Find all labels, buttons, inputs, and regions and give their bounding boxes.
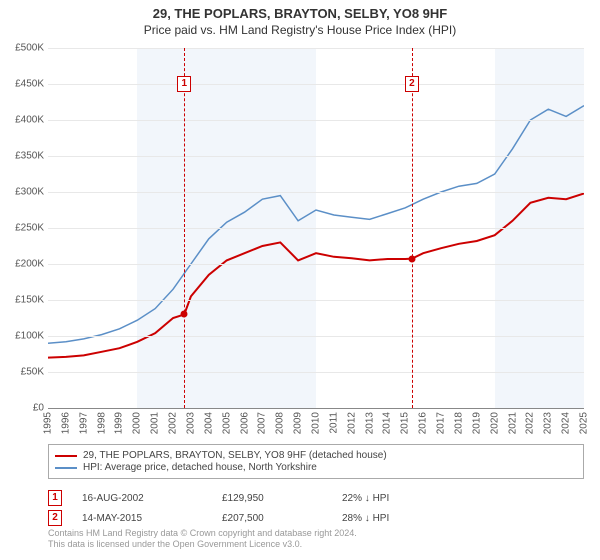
- chart-area: £0£50K£100K£150K£200K£250K£300K£350K£400…: [48, 48, 584, 408]
- x-tick-label: 2017: [436, 412, 447, 434]
- x-tick-label: 1998: [96, 412, 107, 434]
- x-tick-label: 2024: [561, 412, 572, 434]
- y-tick-label: £400K: [0, 115, 44, 126]
- legend-swatch: [55, 455, 77, 457]
- y-tick-label: £300K: [0, 187, 44, 198]
- sale-detail-marker: 2: [48, 510, 62, 526]
- x-tick-label: 2001: [150, 412, 161, 434]
- legend-row: 29, THE POPLARS, BRAYTON, SELBY, YO8 9HF…: [55, 450, 577, 461]
- sale-detail-row: 2 14-MAY-2015 £207,500 28% ↓ HPI: [48, 510, 584, 526]
- sale-detail-delta: 22% ↓ HPI: [342, 493, 462, 504]
- x-tick-label: 2000: [132, 412, 143, 434]
- sale-marker-box: 1: [177, 76, 191, 92]
- legend-swatch: [55, 467, 77, 469]
- y-tick-label: £150K: [0, 295, 44, 306]
- title-line-1: 29, THE POPLARS, BRAYTON, SELBY, YO8 9HF: [0, 6, 600, 21]
- sale-point-dot: [408, 255, 415, 262]
- title-block: 29, THE POPLARS, BRAYTON, SELBY, YO8 9HF…: [0, 0, 600, 37]
- legend-label: HPI: Average price, detached house, Nort…: [83, 462, 317, 473]
- x-tick-label: 2019: [471, 412, 482, 434]
- x-tick-label: 2003: [185, 412, 196, 434]
- x-tick-label: 2013: [364, 412, 375, 434]
- gridline-h: [48, 300, 584, 301]
- x-tick-label: 1999: [114, 412, 125, 434]
- gridline-h: [48, 192, 584, 193]
- sale-detail-price: £129,950: [222, 493, 322, 504]
- gridline-h: [48, 84, 584, 85]
- x-tick-label: 2025: [579, 412, 590, 434]
- y-tick-label: £0: [0, 403, 44, 414]
- sale-detail-delta: 28% ↓ HPI: [342, 513, 462, 524]
- y-tick-label: £500K: [0, 43, 44, 54]
- title-line-2: Price paid vs. HM Land Registry's House …: [0, 23, 600, 37]
- x-tick-label: 2015: [400, 412, 411, 434]
- x-tick-label: 2006: [239, 412, 250, 434]
- x-tick-label: 2011: [328, 412, 339, 434]
- sales-block: 1 16-AUG-2002 £129,950 22% ↓ HPI 2 14-MAY-201…: [48, 486, 584, 530]
- x-tick-label: 1997: [78, 412, 89, 434]
- gridline-h: [48, 228, 584, 229]
- sale-point-dot: [181, 311, 188, 318]
- gridline-h: [48, 336, 584, 337]
- x-tick-label: 1995: [43, 412, 54, 434]
- gridline-h: [48, 156, 584, 157]
- x-tick-label: 2021: [507, 412, 518, 434]
- x-tick-label: 2018: [453, 412, 464, 434]
- x-tick-label: 2002: [168, 412, 179, 434]
- plot-region: £0£50K£100K£150K£200K£250K£300K£350K£400…: [48, 48, 584, 409]
- x-tick-label: 2004: [203, 412, 214, 434]
- footer-line-2: This data is licensed under the Open Gov…: [48, 539, 584, 550]
- x-tick-label: 2022: [525, 412, 536, 434]
- x-tick-label: 2010: [311, 412, 322, 434]
- gridline-h: [48, 48, 584, 49]
- sale-detail-date: 14-MAY-2015: [82, 513, 202, 524]
- x-tick-label: 2009: [293, 412, 304, 434]
- page-container: 29, THE POPLARS, BRAYTON, SELBY, YO8 9HF…: [0, 0, 600, 560]
- x-tick-label: 2012: [346, 412, 357, 434]
- gridline-h: [48, 372, 584, 373]
- x-tick-label: 2020: [489, 412, 500, 434]
- sale-detail-marker: 1: [48, 490, 62, 506]
- legend-row: HPI: Average price, detached house, Nort…: [55, 462, 577, 473]
- legend-box: 29, THE POPLARS, BRAYTON, SELBY, YO8 9HF…: [48, 444, 584, 479]
- series-line-hpi: [48, 106, 584, 344]
- y-tick-label: £250K: [0, 223, 44, 234]
- y-tick-label: £350K: [0, 151, 44, 162]
- footer-attribution: Contains HM Land Registry data © Crown c…: [48, 528, 584, 551]
- x-tick-label: 2005: [221, 412, 232, 434]
- sale-marker-line: [184, 48, 185, 408]
- sale-detail-row: 1 16-AUG-2002 £129,950 22% ↓ HPI: [48, 490, 584, 506]
- y-tick-label: £50K: [0, 367, 44, 378]
- x-tick-label: 1996: [60, 412, 71, 434]
- y-tick-label: £200K: [0, 259, 44, 270]
- x-tick-label: 2008: [275, 412, 286, 434]
- sale-detail-price: £207,500: [222, 513, 322, 524]
- gridline-h: [48, 120, 584, 121]
- x-tick-label: 2016: [418, 412, 429, 434]
- x-tick-label: 2014: [382, 412, 393, 434]
- legend-label: 29, THE POPLARS, BRAYTON, SELBY, YO8 9HF…: [83, 450, 387, 461]
- gridline-h: [48, 264, 584, 265]
- y-tick-label: £100K: [0, 331, 44, 342]
- y-tick-label: £450K: [0, 79, 44, 90]
- x-tick-label: 2007: [257, 412, 268, 434]
- sale-detail-date: 16-AUG-2002: [82, 493, 202, 504]
- sale-marker-line: [412, 48, 413, 408]
- series-line-property_price: [48, 193, 584, 357]
- sale-marker-box: 2: [405, 76, 419, 92]
- footer-line-1: Contains HM Land Registry data © Crown c…: [48, 528, 584, 539]
- x-tick-label: 2023: [543, 412, 554, 434]
